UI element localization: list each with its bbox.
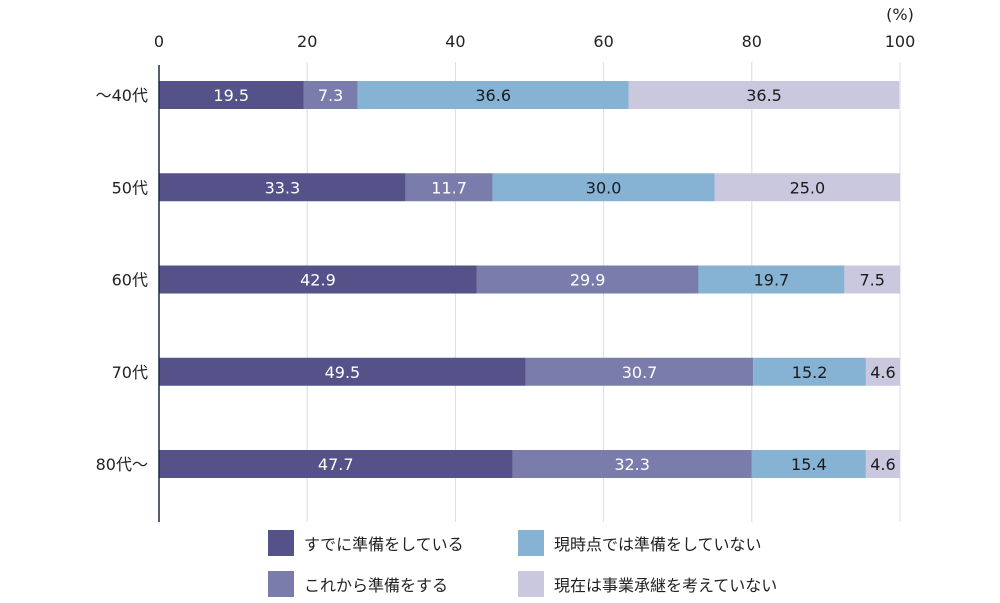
data-label-0-3: 36.5 xyxy=(746,86,782,105)
x-tick-label-60: 60 xyxy=(593,32,613,51)
x-tick-label-20: 20 xyxy=(297,32,317,51)
legend-label-2: 現時点では準備をしていない xyxy=(554,535,762,554)
bar-segment-4-3 xyxy=(865,450,900,478)
bar-segment-1-2 xyxy=(492,173,715,202)
x-tick-label-40: 40 xyxy=(445,32,465,51)
bar-segment-2-1 xyxy=(476,265,699,294)
bar-segment-3-2 xyxy=(753,357,866,386)
legend-item-0: すでに準備をしている xyxy=(268,528,464,558)
legend-label-0: すでに準備をしている xyxy=(304,535,464,554)
data-label-3-3: 4.6 xyxy=(870,363,895,382)
data-label-2-0: 42.9 xyxy=(300,271,336,290)
category-label-0: 〜40代 xyxy=(96,86,148,105)
stacked-bar-chart: (%) 0 20 40 60 80 100 19.5 7.3 36.6 36.5 33.3 11.7… xyxy=(96,5,915,522)
bar-segment-3-1 xyxy=(525,357,754,386)
data-label-0-1: 7.3 xyxy=(318,86,343,105)
x-tick-labels: 0 20 40 60 80 100 xyxy=(154,32,915,51)
x-tick-label-80: 80 xyxy=(742,32,762,51)
legend-label-3: 現在は事業承継を考えていない xyxy=(554,576,778,595)
x-tick-label-0: 0 xyxy=(154,32,164,51)
legend-swatch-2 xyxy=(518,530,544,556)
data-label-1-1: 11.7 xyxy=(431,178,467,197)
data-label-4-2: 15.4 xyxy=(791,455,827,474)
category-label-3: 70代 xyxy=(112,363,148,382)
legend-item-2: 現時点では準備をしていない xyxy=(518,528,762,558)
bar-segment-0-1 xyxy=(303,81,358,109)
category-label-1: 50代 xyxy=(112,178,148,197)
bar-segment-4-2 xyxy=(751,450,866,478)
category-label-2: 60代 xyxy=(112,271,148,290)
data-label-4-1: 32.3 xyxy=(614,455,650,474)
data-label-3-0: 49.5 xyxy=(325,363,361,382)
data-label-0-2: 36.6 xyxy=(475,86,511,105)
data-label-1-3: 25.0 xyxy=(790,178,826,197)
category-labels: 〜40代 50代 60代 70代 80代〜 xyxy=(96,86,148,474)
x-tick-label-100: 100 xyxy=(885,32,916,51)
data-label-2-3: 7.5 xyxy=(859,271,884,290)
data-label-3-2: 15.2 xyxy=(792,363,828,382)
bars: 19.5 7.3 36.6 36.5 33.3 11.7 30.0 25.0 42.9 29.9 1… xyxy=(159,81,900,478)
bar-segment-4-0 xyxy=(159,450,513,478)
data-label-1-2: 30.0 xyxy=(586,178,622,197)
legend-item-1: これから準備をする xyxy=(268,569,448,599)
data-label-2-2: 19.7 xyxy=(754,271,790,290)
data-label-2-1: 29.9 xyxy=(570,271,606,290)
bar-segment-2-0 xyxy=(159,265,477,294)
bar-segment-1-0 xyxy=(159,173,406,202)
legend-item-3: 現在は事業承継を考えていない xyxy=(518,569,777,599)
bar-segment-0-0 xyxy=(159,81,304,109)
bar-segment-1-1 xyxy=(405,173,493,202)
category-label-4: 80代〜 xyxy=(96,455,148,474)
legend-swatch-1 xyxy=(268,571,294,597)
bar-segment-3-0 xyxy=(159,357,526,386)
bar-segment-0-2 xyxy=(357,81,629,109)
bar-segment-4-1 xyxy=(512,450,752,478)
legend-label-1: これから準備をする xyxy=(304,576,449,595)
data-label-0-0: 19.5 xyxy=(213,86,249,105)
bar-segment-1-3 xyxy=(714,173,900,202)
unit-label: (%) xyxy=(886,5,914,24)
data-label-4-0: 47.7 xyxy=(318,455,354,474)
data-label-4-3: 4.6 xyxy=(870,455,895,474)
bar-segment-2-3 xyxy=(844,265,900,294)
legend-swatch-3 xyxy=(518,571,544,597)
data-label-3-1: 30.7 xyxy=(622,363,658,382)
legend-swatch-0 xyxy=(268,530,294,556)
data-label-1-0: 33.3 xyxy=(265,178,301,197)
bar-segment-3-3 xyxy=(865,357,900,386)
bar-segment-0-3 xyxy=(628,81,900,109)
bar-segment-2-2 xyxy=(698,265,845,294)
